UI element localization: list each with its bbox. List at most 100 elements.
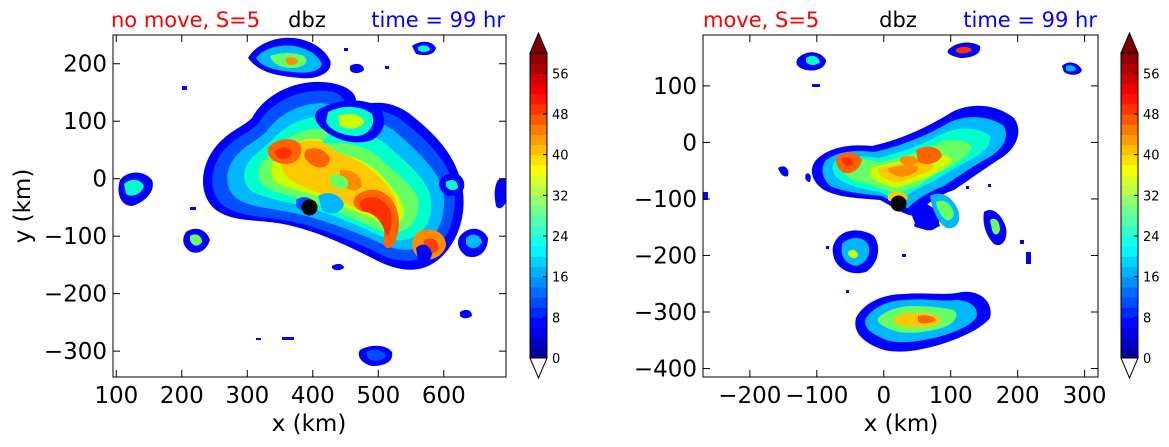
- y-tick-label: 200: [63, 52, 107, 78]
- colorbar-segment: [530, 256, 547, 268]
- storm-center-marker-0: [301, 199, 318, 216]
- x-axis-label-0: x (km): [272, 411, 347, 437]
- colorbar-segment: [530, 144, 547, 156]
- colorbar-frame: [529, 52, 548, 359]
- colorbar-extend-min: [1120, 357, 1139, 380]
- y-tick-label: 100: [63, 109, 107, 135]
- title-center-1: dbz: [879, 8, 917, 32]
- colorbar-segment: [530, 286, 547, 298]
- colorbar-tick-label: 0: [552, 352, 560, 367]
- colorbar-extend-min: [529, 357, 548, 380]
- colorbar-segment: [530, 337, 547, 349]
- y-tick-label: 100: [653, 74, 697, 100]
- colorbar-segment: [530, 215, 547, 227]
- colorbar-tick-label: 32: [1143, 189, 1160, 204]
- colorbar-segment: [1121, 276, 1138, 288]
- colorbar-1: 0 8 16 24 32 40 48 56: [1120, 31, 1160, 380]
- colorbar-segment: [530, 246, 547, 257]
- title-right-0: time = 99 hr: [371, 8, 505, 32]
- colorbar-segment: [1121, 144, 1138, 156]
- colorbar-segment: [1121, 83, 1138, 95]
- plot-frame-1: [702, 34, 1099, 378]
- colorbar-segment: [1121, 297, 1138, 308]
- colorbar-segment: [1121, 236, 1138, 247]
- x-tick-label: 500: [356, 383, 400, 409]
- colorbar-tick-label: 0: [1143, 352, 1151, 367]
- colorbar-segment: [1121, 175, 1138, 186]
- colorbar-tick-label: 8: [552, 311, 560, 326]
- colorbar-tick-label: 32: [552, 189, 569, 204]
- y-tick-label: −200: [634, 243, 697, 269]
- storm-cells-1: [703, 42, 1082, 293]
- colorbar-segment: [530, 185, 547, 196]
- storm-main-0: [203, 37, 464, 270]
- colorbar-segment: [1121, 53, 1138, 64]
- colorbar-tick-label: 40: [1143, 149, 1160, 164]
- x-tick-label: 100: [929, 383, 973, 409]
- y-axis-label-0: y (km): [10, 169, 36, 244]
- colorbar-segment: [1121, 185, 1138, 196]
- contour-field-0: [113, 35, 506, 377]
- colorbar-segment: [1121, 337, 1138, 349]
- colorbar-segment: [530, 266, 547, 278]
- panel-left: no move, S=5 dbz time = 99 hr: [10, 8, 569, 437]
- colorbar-tick-label: 40: [552, 149, 569, 164]
- colorbar-tick-label: 24: [1143, 230, 1160, 245]
- colorbar-segment: [530, 114, 547, 125]
- title-left-1: move, S=5: [703, 8, 819, 32]
- x-tick-label: 300: [225, 383, 269, 409]
- storm-main-1: [811, 105, 1019, 352]
- colorbar-segment: [1121, 266, 1138, 278]
- x-tick-label: 0: [876, 383, 891, 409]
- y-tick-label: −100: [634, 187, 697, 213]
- colorbar-segment: [530, 347, 547, 359]
- colorbar-segment: [1121, 63, 1138, 74]
- colorbar-segment: [530, 73, 547, 85]
- colorbar-tick-label: 16: [1143, 271, 1160, 286]
- colorbar-segment: [1121, 114, 1138, 125]
- colorbar-tick-label: 56: [1143, 67, 1160, 82]
- title-left-0: no move, S=5: [111, 8, 260, 32]
- storm-center-marker-1: [890, 195, 907, 212]
- colorbar-tick-label: 48: [552, 108, 569, 123]
- colorbar-segment: [1121, 347, 1138, 359]
- colorbar-segment: [1121, 225, 1138, 237]
- colorbar-segment: [530, 317, 547, 329]
- x-tick-label: −200: [718, 383, 781, 409]
- colorbar-segment: [1121, 93, 1138, 105]
- colorbar-segment: [530, 63, 547, 74]
- colorbar-segment: [530, 83, 547, 95]
- x-tick-label: 400: [291, 383, 335, 409]
- colorbar-segment: [1121, 317, 1138, 329]
- y-tick-label: −200: [44, 282, 107, 308]
- colorbar-tick-label: 16: [552, 271, 569, 286]
- x-tick-label: 600: [422, 383, 466, 409]
- colorbar-segment: [1121, 103, 1138, 115]
- x-axis-label-1: x (km): [864, 411, 939, 437]
- colorbar-segment: [1121, 327, 1138, 339]
- colorbar-frame: [1120, 52, 1139, 359]
- axes-0: 100 200 300 400 500 600 200 100 0 −100 −200 −300: [44, 35, 506, 409]
- colorbar-segment: [1121, 124, 1138, 135]
- colorbar-segment: [530, 53, 547, 64]
- colorbar-segment: [530, 124, 547, 135]
- title-center-0: dbz: [288, 8, 326, 32]
- x-tick-label: 300: [1063, 383, 1107, 409]
- x-tick-label: 200: [996, 383, 1040, 409]
- colorbar-segment: [530, 164, 547, 176]
- y-tick-label: −400: [634, 357, 697, 383]
- colorbar-tick-label: 24: [552, 230, 569, 245]
- colorbar-segment: [530, 236, 547, 247]
- colorbar-segment: [1121, 205, 1138, 217]
- x-tick-label: 200: [160, 383, 204, 409]
- x-tick-label: −100: [785, 383, 848, 409]
- colorbar-segment: [530, 307, 547, 318]
- colorbar-segment: [530, 195, 547, 207]
- colorbar-segment: [1121, 307, 1138, 318]
- colorbar-segment: [530, 276, 547, 288]
- storm-cells-0: [118, 41, 506, 366]
- plot-frame-0: [112, 34, 507, 378]
- colorbar-0: 0 8 16 24 32 40 48 56: [529, 31, 569, 380]
- colorbar-segment: [530, 205, 547, 217]
